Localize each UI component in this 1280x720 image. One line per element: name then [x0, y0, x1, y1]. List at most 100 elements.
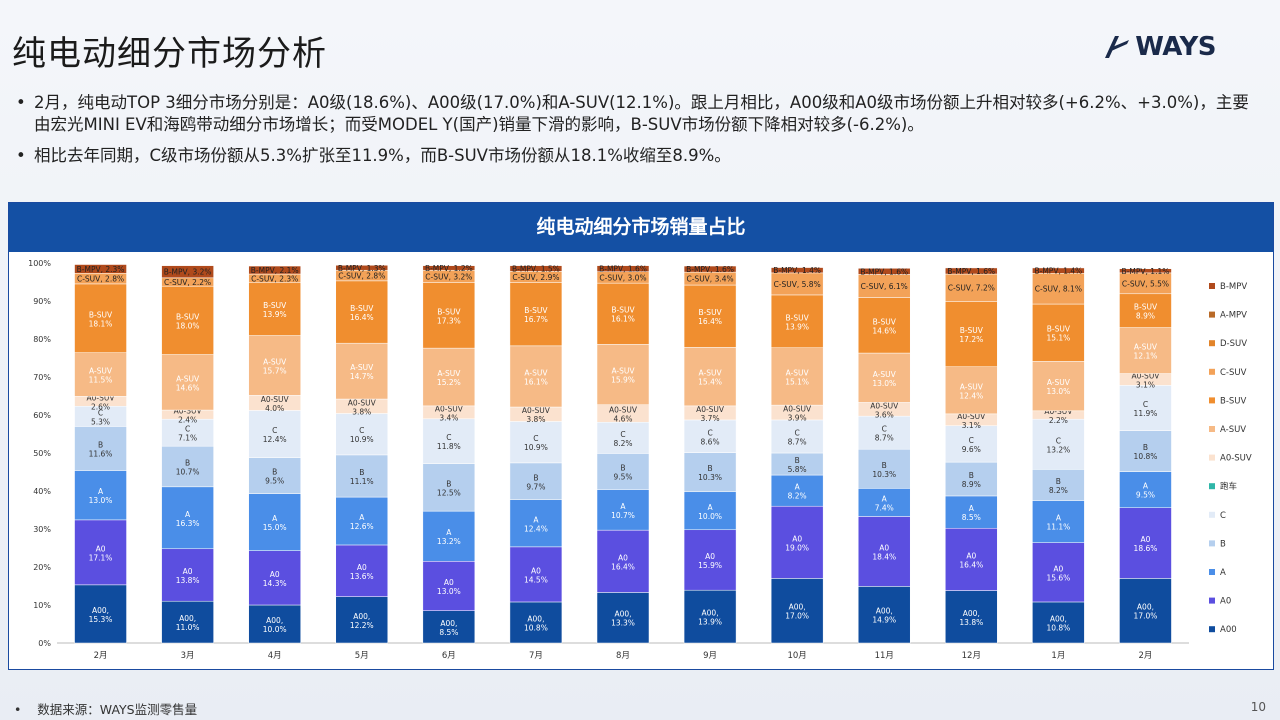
data-label-name: B-SUV	[1047, 325, 1071, 334]
y-tick-label: 10%	[33, 601, 51, 610]
data-label-value: 5.8%	[788, 465, 807, 474]
data-label-value: 13.0%	[89, 496, 113, 505]
legend-swatch-C	[1209, 511, 1215, 518]
bar-segment-A	[770, 474, 824, 507]
data-label: C-SUV, 3.2%	[425, 272, 472, 281]
bar-segment-A	[683, 491, 737, 531]
y-tick-label: 70%	[33, 373, 51, 382]
legend-swatch-A0-SUV	[1209, 454, 1215, 461]
data-label-name: C	[359, 426, 364, 435]
data-label-value: 18.4%	[872, 552, 896, 561]
data-label-name: B-SUV	[873, 317, 897, 326]
bar-segment-B-SUV	[161, 285, 214, 355]
data-label-value: 8.2%	[1049, 486, 1068, 495]
data-label-value: 15.3%	[89, 615, 113, 624]
bar-segment-A00	[335, 596, 389, 644]
bar-segment-A00	[683, 589, 737, 644]
data-label-name: A	[795, 483, 801, 492]
data-label-value: 12.1%	[1134, 352, 1158, 361]
bar-segment-A-SUV	[945, 366, 998, 415]
bar-segment-A00	[1032, 601, 1085, 644]
bar-segment-A00	[161, 600, 214, 644]
data-label: B-MPV, 1.4%	[1034, 267, 1082, 276]
data-label-name: A00,	[92, 606, 109, 615]
data-label-name: A00,	[527, 614, 544, 623]
data-label: C-SUV, 2.3%	[251, 274, 298, 283]
data-label-name: A	[533, 515, 539, 524]
data-label-value: 4.6%	[613, 414, 632, 423]
data-label-value: 10.7%	[176, 467, 200, 476]
bar-segment-A-SUV	[770, 347, 824, 406]
bar-segment-C	[683, 419, 737, 453]
data-label-value: 16.1%	[524, 377, 548, 386]
bar-segment-B	[335, 454, 389, 498]
bar-segment-C-SUV	[1032, 273, 1085, 305]
data-label-name: A-SUV	[786, 368, 810, 377]
legend-swatch-A-SUV	[1209, 426, 1215, 432]
legend-swatch-D-SUV	[1209, 340, 1215, 347]
data-label-name: A00,	[440, 619, 457, 628]
bar-segment-B-MPV	[945, 267, 998, 275]
data-label-value: 8.5%	[962, 513, 981, 522]
data-label-name: A-SUV	[437, 369, 461, 378]
data-label-value: 17.1%	[89, 553, 113, 562]
data-label-name: A-SUV	[176, 374, 200, 383]
bar-segment-B-MPV	[683, 265, 737, 273]
y-tick-label: 100%	[28, 259, 51, 268]
bar-segment-B-MPV	[422, 265, 476, 271]
data-label-value: 11.1%	[350, 477, 374, 486]
bar-segment-B-MPV	[1119, 268, 1172, 274]
data-label-name: A00,	[963, 609, 980, 618]
bar-segment-B-MPV	[161, 265, 214, 279]
data-label-value: 14.6%	[176, 383, 200, 392]
data-label-name: C	[1143, 400, 1148, 409]
bar-segment-A0	[248, 550, 301, 606]
data-label-value: 18.1%	[89, 319, 113, 328]
bar-segment-A00	[596, 592, 650, 644]
bar-segment-A-SUV	[74, 352, 127, 397]
data-label-value: 10.8%	[1046, 623, 1070, 632]
data-label-name: B-SUV	[437, 307, 461, 316]
x-tick-label: 2月	[1139, 651, 1153, 661]
data-label-value: 10.0%	[698, 512, 722, 521]
data-label-value: 9.5%	[1136, 491, 1155, 500]
bar-segment-B-SUV	[509, 282, 563, 347]
data-label-name: A0	[705, 552, 715, 561]
data-label-name: A0	[270, 570, 280, 579]
data-label-name: A-SUV	[1134, 343, 1158, 352]
data-label-name: A0-SUV	[261, 395, 290, 404]
bar-segment-B-MPV	[509, 265, 563, 272]
data-label-value: 16.4%	[698, 317, 722, 326]
data-label-value: 12.5%	[437, 488, 461, 497]
data-label-value: 13.2%	[437, 537, 461, 546]
data-label: C-SUV, 3.0%	[599, 273, 646, 282]
data-label-value: 18.0%	[176, 321, 200, 330]
data-label-value: 17.2%	[959, 335, 983, 344]
bar-segment-B-MPV	[74, 264, 127, 274]
data-label-name: A0	[792, 534, 802, 543]
data-label-value: 13.8%	[176, 576, 200, 585]
data-label-value: 3.9%	[788, 414, 807, 423]
bar-segment-B-SUV	[74, 283, 127, 353]
data-label-value: 3.1%	[1136, 380, 1155, 389]
data-label-name: A	[359, 513, 365, 522]
bar-segment-C	[770, 419, 824, 454]
legend-swatch-B-SUV	[1209, 397, 1215, 404]
bar-segment-B-MPV	[596, 265, 650, 272]
data-label-name: A	[1143, 482, 1149, 491]
bar-segment-C-SUV	[945, 273, 998, 302]
data-label-name: A-SUV	[263, 357, 287, 366]
data-label-name: A0-SUV	[174, 407, 203, 416]
data-label-name: B-SUV	[611, 306, 635, 315]
bar-segment-A0	[509, 546, 563, 603]
data-label-name: B	[359, 468, 364, 477]
data-label-value: 14.9%	[872, 616, 896, 625]
data-label-value: 16.3%	[176, 519, 200, 528]
data-label-name: C	[272, 426, 277, 435]
bar-segment-C	[1119, 385, 1172, 431]
bar-segment-C	[422, 418, 476, 464]
data-label-value: 12.4%	[524, 524, 548, 533]
x-tick-label: 2月	[94, 651, 108, 661]
data-label-value: 14.7%	[350, 372, 374, 381]
data-label-value: 10.7%	[611, 511, 635, 520]
